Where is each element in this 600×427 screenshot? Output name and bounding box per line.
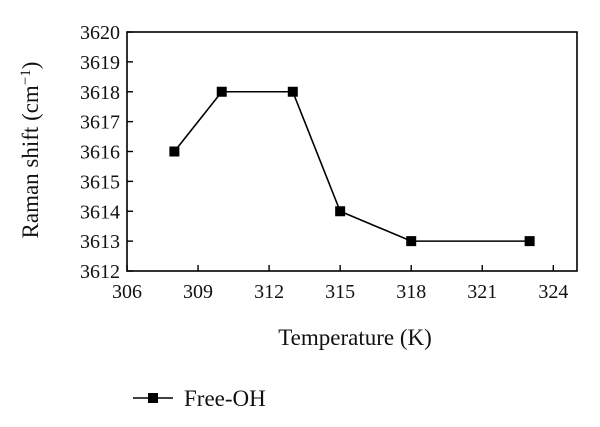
y-axis-title-close: ) [18,62,43,70]
data-point-marker [216,86,227,97]
data-point-marker [335,206,346,217]
y-tick-label: 3620 [80,22,120,44]
data-point-marker [406,236,417,247]
x-tick-label: 312 [254,281,284,303]
data-point-marker [287,86,298,97]
y-axis-title: Raman shift (cm−1) [18,62,43,239]
y-tick-label: 3613 [80,231,120,253]
x-tick-label: 306 [112,281,142,303]
x-tick-label: 324 [538,281,568,303]
y-axis-ticks: 3612 3613 3614 3615 3616 3617 3618 3619 3620 [80,22,133,283]
legend-label: Free-OH [184,386,266,411]
x-tick-label: 315 [325,281,355,303]
legend-marker-swatch [148,393,158,403]
y-tick-label: 3619 [80,52,120,74]
plot-area-border [126,31,578,272]
data-point-marker [169,146,180,157]
x-tick-label: 309 [183,281,213,303]
series-line-free-oh [173,90,530,242]
x-axis-title: Temperature (K) [278,325,432,350]
y-axis-title-exponent: −1 [18,69,34,85]
plot-frame [126,31,578,272]
x-axis-ticks: 306 309 312 315 318 321 324 [112,265,568,303]
y-tick-label: 3614 [80,201,120,223]
y-tick-label: 3617 [80,112,120,134]
y-tick-label: 3612 [80,261,120,283]
legend: Free-OH [133,386,266,411]
y-tick-label: 3616 [80,142,120,164]
series-layer [169,86,535,247]
x-tick-label: 318 [396,281,426,303]
x-tick-label: 321 [467,281,497,303]
y-tick-label: 3615 [80,171,120,193]
y-axis-title-text: Raman shift (cm [18,85,43,238]
data-point-marker [524,236,535,247]
y-tick-label: 3618 [80,82,120,104]
